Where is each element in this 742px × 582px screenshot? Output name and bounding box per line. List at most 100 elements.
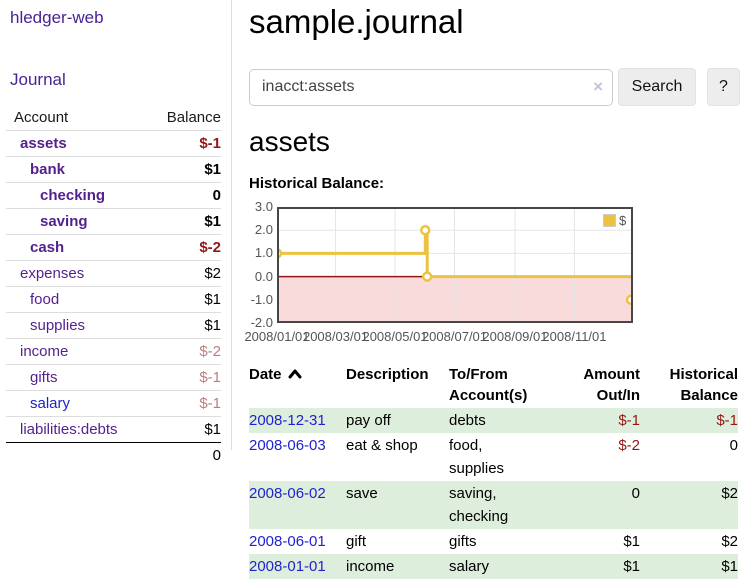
search-button[interactable]: Search	[618, 68, 696, 106]
accounts-table: Account Balance assets $-1 bank $1 checking 0…	[6, 106, 221, 468]
legend-label: $	[619, 213, 627, 228]
account-row: salary $-1	[6, 390, 221, 417]
transaction-description: eat & shop	[346, 437, 418, 454]
y-axis-label: 3.0	[254, 199, 273, 214]
account-link[interactable]: food	[30, 291, 60, 308]
account-link[interactable]: liabilities:debts	[20, 421, 118, 438]
account-link[interactable]: expenses	[20, 265, 85, 282]
account-balance: $2	[150, 260, 221, 287]
accounts-header-account: Account	[14, 109, 69, 126]
account-row: food $1	[6, 286, 221, 313]
transaction-balance: $-1	[640, 408, 738, 433]
account-balance: $1	[150, 312, 221, 339]
account-link[interactable]: salary	[30, 395, 71, 412]
y-axis-label: 0.0	[254, 268, 273, 284]
legend-swatch	[603, 214, 616, 227]
spacer-cell	[6, 442, 151, 468]
brand-link[interactable]: hledger-web	[10, 8, 104, 27]
search-form: × Search ?	[249, 68, 742, 106]
x-axis-label: 2008/11/01	[542, 329, 607, 344]
transaction-amount: $1	[623, 533, 640, 550]
account-balance: 0	[150, 182, 221, 209]
transaction-accounts: gifts	[449, 533, 477, 550]
y-axis-label: -1.0	[250, 291, 273, 307]
sidebar: hledger-web Journal Account Balance asse…	[0, 0, 232, 468]
account-heading: assets	[249, 126, 330, 157]
chart-title: Historical Balance:	[249, 175, 385, 192]
historical-balance-chart: 3.0 2.0 1.0 0.0 -1.0 -2.0 2008/01/01 2008/03/01…	[244, 199, 742, 350]
y-axis-label: 2.0	[254, 222, 273, 238]
account-row: checking 0	[6, 182, 221, 209]
register-table: Date Description To/From Account(s) Amou…	[249, 362, 738, 579]
transaction-balance: $1	[640, 554, 738, 579]
account-link[interactable]: income	[20, 343, 69, 360]
transaction-date-link[interactable]: 2008-06-03	[249, 437, 326, 454]
x-axis-label: 2008/05/01	[362, 329, 428, 344]
x-axis-label: 2008/03/01	[302, 329, 369, 344]
search-input[interactable]	[249, 68, 613, 106]
transaction-date-link[interactable]: 2008-01-01	[249, 558, 326, 575]
account-balance: $-1	[150, 130, 221, 157]
account-row: bank $1	[6, 156, 221, 183]
transaction-accounts: saving, checking	[449, 481, 553, 529]
sidebar-item-journal[interactable]: Journal	[10, 70, 66, 89]
sidebar-nav: Journal	[6, 70, 221, 90]
transaction-description: gift	[346, 533, 367, 550]
account-balance: $-1	[150, 364, 221, 391]
register-tbody: 2008-12-31 pay off debts $-1 $-1 2008-06-03 ea…	[249, 408, 738, 579]
account-balance: $1	[150, 416, 221, 443]
accounts-total-row: 0	[6, 442, 221, 468]
transaction-amount: $1	[553, 554, 640, 579]
register-row: 2008-06-03 eat & shop food, supplies $-2 0	[249, 433, 738, 481]
account-row: supplies $1	[6, 312, 221, 339]
transaction-date-link[interactable]: 2008-12-31	[249, 412, 326, 429]
account-balance: $-2	[150, 234, 221, 261]
accounts-total-value: 0	[150, 442, 221, 468]
account-link[interactable]: assets	[20, 135, 67, 152]
transaction-description: save	[346, 481, 449, 529]
x-axis-label: 2008/09/01	[482, 329, 548, 344]
transaction-amount: 0	[553, 481, 640, 529]
register-header-date[interactable]: Date	[249, 362, 346, 408]
account-link[interactable]: saving	[40, 213, 88, 230]
account-balance: $-1	[150, 390, 221, 417]
account-row: expenses $2	[6, 260, 221, 287]
register-header-amount: Amount Out/In	[583, 366, 640, 404]
account-row: gifts $-1	[6, 364, 221, 391]
y-axis-label: -2.0	[250, 315, 273, 330]
account-row: cash $-2	[6, 234, 221, 261]
accounts-tbody: assets $-1 bank $1 checking 0 saving $1 cash $-2 e…	[6, 130, 221, 443]
account-balance: $1	[150, 208, 221, 235]
accounts-header-balance: Balance	[166, 109, 221, 126]
transaction-amount: $-2	[618, 437, 640, 454]
main-content: sample.journal × Search ? assets Histori…	[232, 0, 742, 582]
register-row: 2008-01-01 income salary $1 $1	[249, 554, 738, 579]
chart-plot-area[interactable]	[277, 207, 633, 323]
account-link[interactable]: bank	[30, 161, 66, 178]
account-link[interactable]: cash	[30, 239, 65, 256]
transaction-date-link[interactable]: 2008-06-01	[249, 533, 326, 550]
register-header-accounts: To/From Account(s)	[449, 366, 528, 404]
register-row: 2008-06-02 save saving, checking 0 $2	[249, 481, 738, 529]
register-row: 2008-06-01 gift gifts $1 $2	[249, 529, 738, 554]
account-balance: $1	[150, 156, 221, 183]
x-axis-label: 2008/07/01	[421, 329, 488, 344]
register-header-description: Description	[346, 366, 429, 383]
y-axis-label: 1.0	[254, 245, 273, 261]
register-row: 2008-12-31 pay off debts $-1 $-1	[249, 408, 738, 433]
transaction-accounts: salary	[449, 554, 553, 579]
help-button[interactable]: ?	[707, 68, 740, 106]
account-link[interactable]: supplies	[30, 317, 86, 334]
clear-search-icon[interactable]: ×	[593, 76, 603, 96]
account-link[interactable]: checking	[40, 187, 106, 204]
transaction-description: income	[346, 554, 449, 579]
account-link[interactable]: gifts	[30, 369, 58, 386]
x-axis-label: 2008/01/01	[244, 329, 310, 344]
sort-ascending-icon	[288, 369, 302, 379]
account-row: saving $1	[6, 208, 221, 235]
transaction-balance: $2	[640, 481, 738, 529]
register-header-balance: Historical Balance	[669, 366, 738, 404]
transaction-balance: 0	[729, 437, 738, 454]
account-row: assets $-1	[6, 130, 221, 157]
transaction-date-link[interactable]: 2008-06-02	[249, 485, 326, 502]
